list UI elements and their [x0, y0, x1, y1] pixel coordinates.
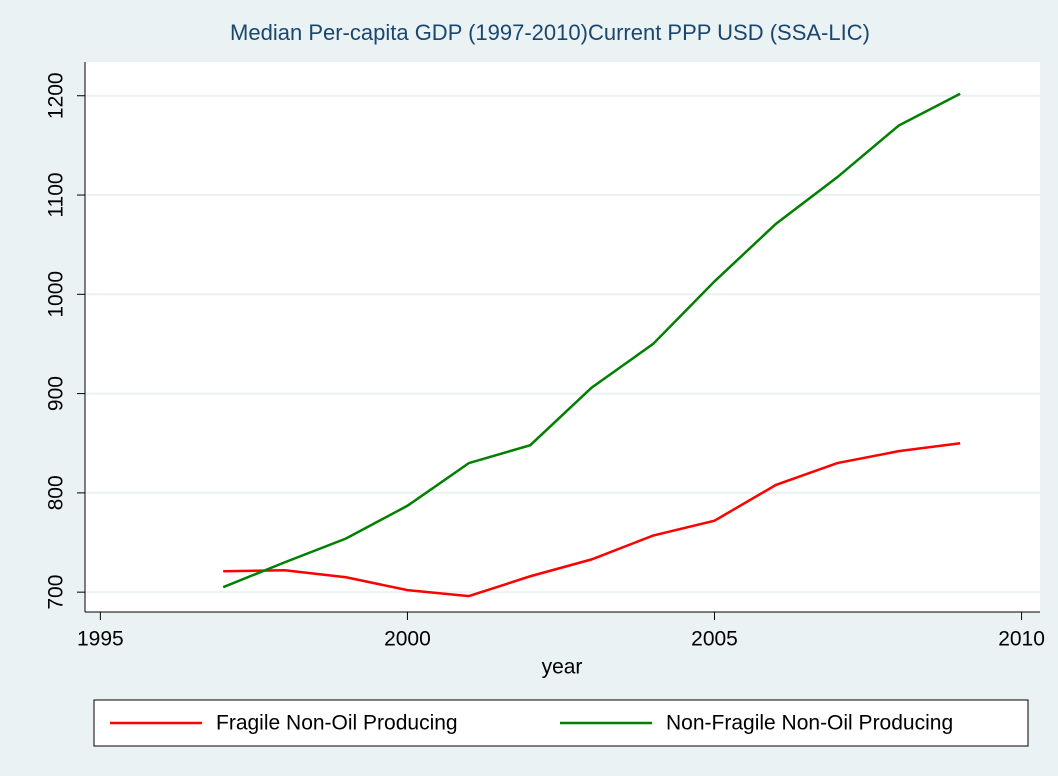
y-tick-label: 900 — [45, 376, 68, 411]
x-tick-label: 2010 — [998, 628, 1045, 651]
plot-area — [85, 62, 1040, 612]
legend-label: Non-Fragile Non-Oil Producing — [666, 712, 953, 735]
y-tick-label: 1100 — [45, 172, 68, 217]
x-tick-label: 2005 — [691, 628, 738, 651]
legend-label: Fragile Non-Oil Producing — [216, 712, 458, 735]
x-axis-label: year — [542, 656, 583, 679]
chart-title: Median Per-capita GDP (1997-2010)Current… — [230, 20, 870, 45]
x-tick-label: 2000 — [384, 628, 431, 651]
x-tick-label: 1995 — [77, 628, 124, 651]
series-line — [222, 92, 961, 589]
y-tick-label: 1200 — [45, 72, 68, 119]
y-tick-label: 800 — [45, 475, 68, 510]
y-tick-label: 1000 — [45, 271, 68, 318]
y-tick-label: 700 — [45, 575, 68, 610]
series-line — [223, 441, 961, 598]
